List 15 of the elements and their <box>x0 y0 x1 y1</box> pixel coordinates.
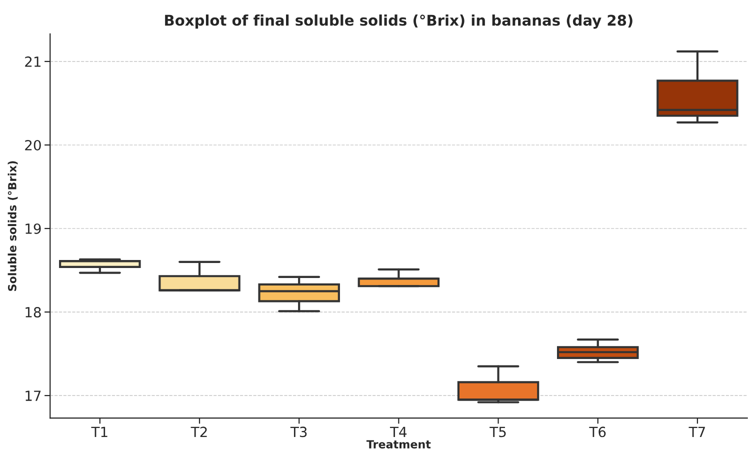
x-tick-label: T3 <box>290 426 307 438</box>
y-axis-title: Soluble solids (°Brix) <box>8 161 18 291</box>
y-tick-label: 20 <box>25 140 41 150</box>
y-tick-label: 17 <box>26 390 41 401</box>
y-tick-label: 21 <box>25 56 40 67</box>
x-tick-label: T1 <box>91 426 108 437</box>
x-axis-title: Treatment <box>366 440 431 448</box>
x-tick-label: T2 <box>190 426 207 437</box>
y-tick-label: 19 <box>26 223 41 234</box>
chart-title: Boxplot of final soluble solids (°Brix) in bananas (day 28) <box>165 14 632 29</box>
y-tick-label: 18 <box>26 306 41 318</box>
x-tick-label: T4 <box>390 426 407 437</box>
x-tick-label: T7 <box>688 426 705 437</box>
x-tick-label: T5 <box>490 426 506 438</box>
x-tick-label: T6 <box>589 426 606 438</box>
